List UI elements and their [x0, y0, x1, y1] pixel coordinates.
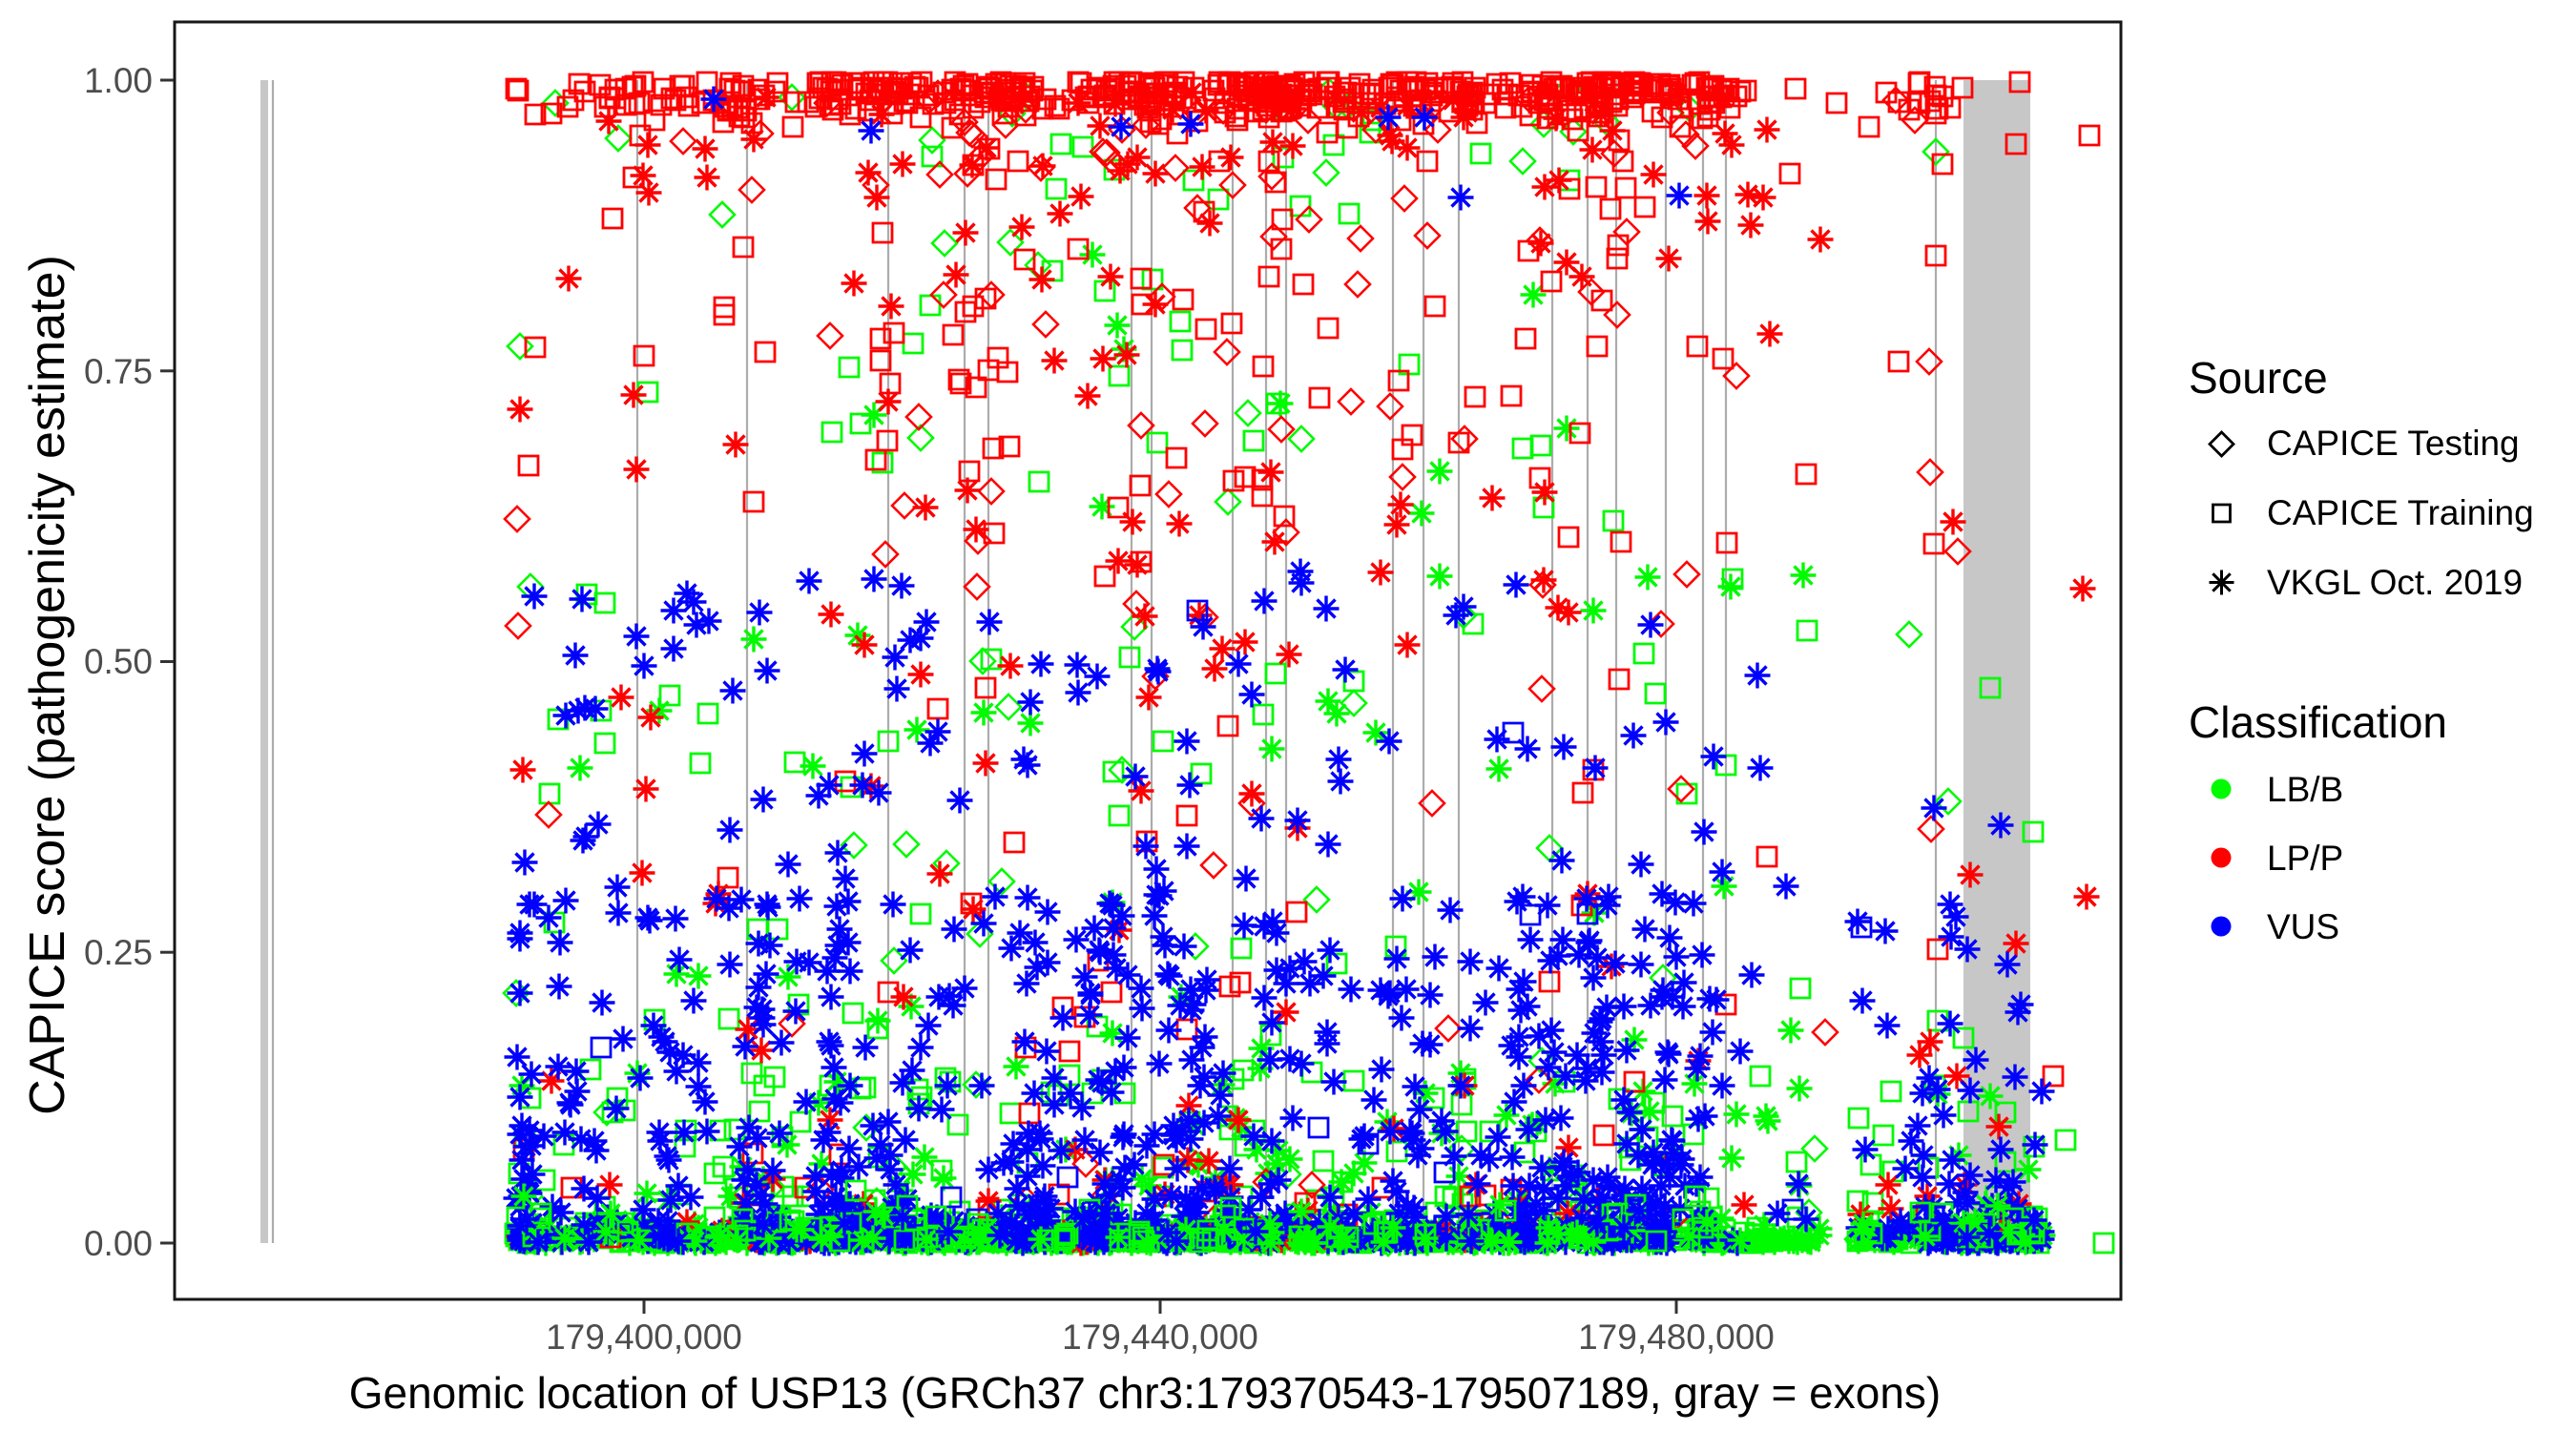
svg-text:0.75: 0.75	[84, 352, 153, 391]
svg-text:VUS: VUS	[2267, 907, 2339, 946]
svg-text:VKGL Oct. 2019: VKGL Oct. 2019	[2267, 563, 2523, 602]
svg-text:CAPICE Testing: CAPICE Testing	[2267, 424, 2520, 463]
svg-text:179,440,000: 179,440,000	[1062, 1317, 1258, 1357]
svg-text:0.25: 0.25	[84, 933, 153, 972]
svg-text:Genomic location of USP13 (GRC: Genomic location of USP13 (GRCh37 chr3:1…	[349, 1368, 1942, 1418]
svg-text:CAPICE score (pathogenicity es: CAPICE score (pathogenicity estimate)	[20, 255, 75, 1115]
svg-text:0.50: 0.50	[84, 642, 153, 681]
svg-text:179,400,000: 179,400,000	[546, 1317, 742, 1357]
svg-text:1.00: 1.00	[84, 61, 153, 100]
svg-text:LP/P: LP/P	[2267, 839, 2343, 878]
svg-text:Source: Source	[2189, 353, 2328, 403]
svg-text:179,480,000: 179,480,000	[1578, 1317, 1775, 1357]
svg-text:Classification: Classification	[2189, 697, 2447, 747]
svg-text:LB/B: LB/B	[2267, 770, 2343, 809]
svg-text:0.00: 0.00	[84, 1224, 153, 1263]
svg-text:CAPICE Training: CAPICE Training	[2267, 493, 2534, 532]
